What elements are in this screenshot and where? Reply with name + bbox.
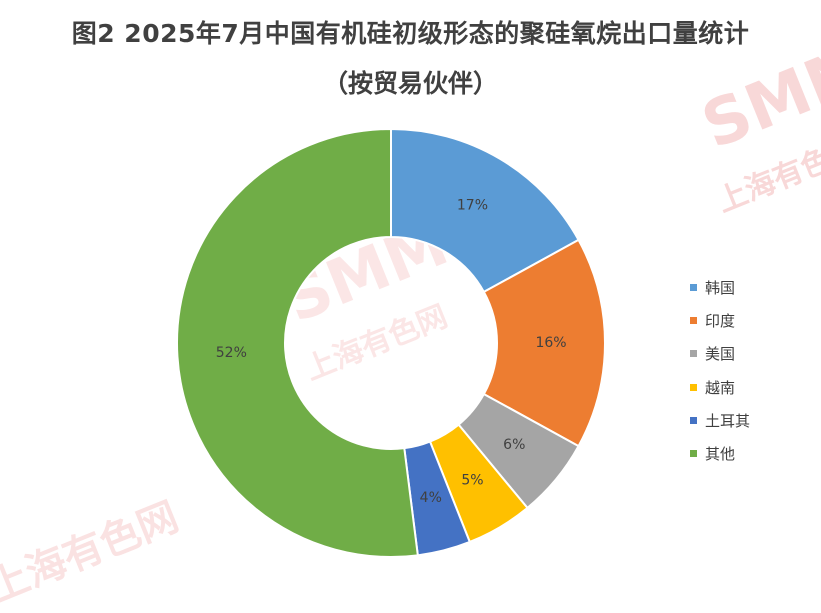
donut-slice-6 bbox=[176, 127, 419, 558]
legend-swatch-1 bbox=[690, 283, 697, 291]
legend-swatch-2 bbox=[690, 316, 697, 324]
chart-title: 图2 2025年7月中国有机硅初级形态的聚硅氧烷出口量统计 bbox=[71, 19, 750, 48]
donut-chart: 17% 16% 6% 5% 4% 52% bbox=[176, 127, 606, 558]
chart-title-block: 图2 2025年7月中国有机硅初级形态的聚硅氧烷出口量统计 （按贸易伙伴） bbox=[0, 14, 821, 100]
legend-label-3: 美国 bbox=[705, 345, 736, 364]
legend-item-4: 越南 bbox=[690, 376, 750, 398]
data-label-2: 16% bbox=[535, 335, 566, 351]
data-label-5: 4% bbox=[420, 490, 442, 506]
legend-item-1: 韩国 bbox=[690, 276, 750, 298]
legend-item-6: 其他 bbox=[690, 443, 750, 465]
legend-label-4: 越南 bbox=[705, 378, 736, 397]
legend-item-5: 土耳其 bbox=[690, 410, 750, 432]
legend-label-6: 其他 bbox=[705, 445, 736, 464]
chart-subtitle: （按贸易伙伴） bbox=[322, 69, 498, 98]
legend-label-1: 韩国 bbox=[705, 278, 736, 297]
chart-legend: 韩国印度美国越南土耳其其他 bbox=[690, 276, 750, 476]
data-label-1: 17% bbox=[457, 197, 488, 213]
legend-swatch-4 bbox=[690, 383, 697, 391]
legend-swatch-3 bbox=[690, 350, 697, 358]
legend-swatch-5 bbox=[690, 417, 697, 425]
legend-label-5: 土耳其 bbox=[705, 412, 751, 431]
data-label-3: 6% bbox=[503, 437, 525, 453]
data-label-4: 5% bbox=[461, 473, 483, 489]
donut-slice-2 bbox=[482, 238, 606, 448]
donut-slice-1 bbox=[390, 127, 580, 294]
legend-label-2: 印度 bbox=[705, 311, 736, 330]
legend-swatch-6 bbox=[690, 450, 697, 458]
legend-item-3: 美国 bbox=[690, 343, 750, 365]
legend-item-2: 印度 bbox=[690, 309, 750, 331]
data-label-6: 52% bbox=[216, 345, 247, 361]
